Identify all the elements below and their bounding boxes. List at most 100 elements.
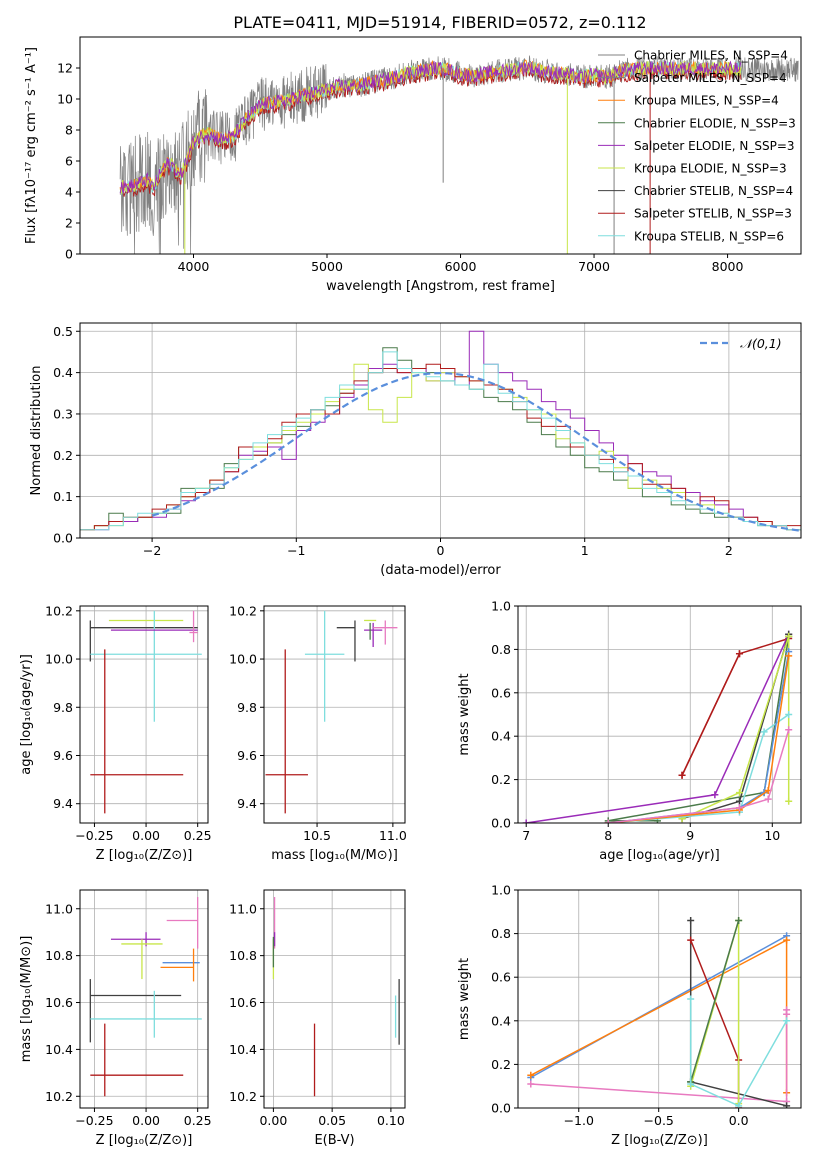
axes-frame (79, 889, 209, 1109)
spectrum-legend: Chabrier MILES, N_SSP=4 Salpeter MILES, N… (598, 49, 796, 243)
x-axis-label: Z [log₁₀(Z/Z⊙)] (96, 1133, 193, 1148)
series-line (681, 653, 741, 776)
residual-legend: 𝒩(0,1) (700, 336, 782, 351)
legend-label: Kroupa STELIB, N_SSP=6 (634, 229, 784, 243)
point-marker (764, 795, 772, 803)
x-tick-label: 8000 (712, 259, 744, 274)
y-tick-label: 10 (57, 92, 73, 107)
y-tick-label: 10.6 (229, 995, 257, 1010)
massweight_vs_age-series (522, 630, 793, 823)
x-tick-label: 7000 (578, 259, 610, 274)
y-tick-label: 11.0 (45, 901, 73, 916)
point-marker (783, 1102, 791, 1108)
x-tick-label: 2 (725, 543, 733, 558)
y-tick-label: 9.4 (237, 796, 257, 811)
point-marker (527, 1080, 535, 1088)
point-marker (522, 819, 530, 823)
x-tick-label: 0 (437, 543, 445, 558)
point-marker (783, 1017, 791, 1025)
axes-frame (263, 889, 406, 1109)
mass_vs_EBV-frame: 0.00 0.05 0.10 10.2 10.4 10.6 10.8 11.0 E(B-V) (229, 889, 406, 1148)
point-marker (785, 711, 793, 718)
y-tick-label: 0 (65, 247, 73, 262)
x-tick-label: 0.05 (318, 1113, 346, 1128)
y-tick-label: 0.2 (53, 448, 73, 463)
residuals-frame: −2 −1 0 1 2 0.0 0.1 0.2 0.3 0.4 0.5 (data-model)/er… (29, 322, 802, 578)
y-tick-label: 10.0 (45, 652, 73, 667)
x-axis-label: (data-model)/error (380, 563, 501, 578)
legend-label: Kroupa MILES, N_SSP=4 (634, 94, 779, 108)
legend-label: Chabrier ELODIE, N_SSP=3 (634, 116, 796, 130)
massweight_vs_age-frame: 7 8 9 10 0.0 0.2 0.4 0.6 0.8 1.0 age [log₁₀(age/yr… (457, 599, 802, 863)
y-tick-label: 0.8 (491, 642, 511, 657)
age_vs_mass-errorbars (265, 610, 398, 814)
massweight_vs_Z-axes (518, 889, 801, 1109)
spectrum-frame: 4000 5000 6000 7000 8000 0 2 4 6 8 10 12 wavelength … (24, 36, 802, 294)
series-line (689, 920, 740, 1104)
x-axis-label: wavelength [Angstrom, rest frame] (326, 279, 555, 294)
x-tick-label: 11.0 (379, 828, 407, 843)
x-axis-label: age [log₁₀(age/yr)] (599, 848, 720, 863)
series-line (681, 636, 790, 820)
legend-label: Chabrier MILES, N_SSP=4 (634, 49, 788, 63)
point-marker (735, 797, 743, 805)
y-tick-label: 2 (65, 216, 73, 231)
point-marker (687, 936, 695, 944)
y-tick-label: 8 (65, 123, 73, 138)
axes-frame (517, 605, 802, 824)
y-tick-label: 0.1 (53, 489, 73, 504)
x-axis-label: Z [log₁₀(Z/Z⊙)] (96, 848, 193, 863)
x-tick-label: 0.00 (132, 1113, 160, 1128)
normal-curve-line (151, 371, 801, 532)
x-tick-label: −2 (143, 543, 161, 558)
point-marker (604, 819, 612, 823)
y-tick-label: 0.4 (491, 1013, 511, 1028)
residuals-axes (80, 323, 801, 539)
y-tick-label: 11.0 (229, 901, 257, 916)
series-line (689, 920, 740, 1083)
x-tick-label: 0.10 (377, 1113, 405, 1128)
x-tick-label: −1 (287, 543, 305, 558)
point-marker (785, 652, 793, 660)
y-tick-label: 10.4 (45, 1042, 73, 1057)
y-tick-label: 0.2 (491, 772, 511, 787)
legend-label: 𝒩(0,1) (740, 336, 782, 351)
x-axis-label: mass [log₁₀(M/M⊙)] (271, 848, 398, 863)
y-tick-label: 0.4 (53, 365, 73, 380)
series-line (689, 999, 788, 1107)
point-marker (711, 791, 719, 799)
y-tick-label: 0.8 (491, 926, 511, 941)
x-tick-label: −1.0 (564, 1113, 594, 1128)
y-tick-label: 0.6 (491, 970, 511, 985)
y-tick-label: 0.0 (491, 1101, 511, 1116)
point-marker (783, 1006, 791, 1014)
y-tick-label: 10.8 (45, 948, 73, 963)
point-marker (783, 936, 791, 944)
point-marker (785, 632, 793, 640)
point-marker (735, 1102, 743, 1108)
point-marker (678, 771, 686, 779)
legend-label: Salpeter ELODIE, N_SSP=3 (634, 139, 795, 153)
observed-spectrum-line (119, 55, 799, 254)
y-tick-label: 4 (65, 185, 73, 200)
x-tick-label: 10 (764, 828, 780, 843)
y-tick-label: 0.4 (491, 729, 511, 744)
y-tick-label: 0.6 (491, 685, 511, 700)
mass_vs_Z-axes (80, 890, 208, 1108)
mass_vs_Z-errorbars (89, 897, 202, 1097)
histogram-step-line (80, 351, 801, 531)
y-tick-label: 10.6 (45, 995, 73, 1010)
point-marker (735, 804, 743, 812)
y-tick-label: 10.2 (45, 603, 73, 618)
point-marker (687, 1080, 695, 1088)
mass_vs_EBV-axes (264, 890, 405, 1108)
y-tick-label: 10.2 (229, 1089, 257, 1104)
axes-frame (79, 36, 802, 255)
series-line (530, 935, 787, 1079)
x-tick-label: 7 (522, 828, 530, 843)
y-axis-label: Flux [fλ10⁻¹⁷ erg cm⁻² s⁻¹ A⁻¹] (24, 47, 39, 244)
massweight_vs_age-axes (518, 605, 801, 824)
y-tick-label: 9.6 (237, 748, 257, 763)
point-marker (687, 917, 695, 925)
x-tick-label: −0.25 (75, 1113, 113, 1128)
